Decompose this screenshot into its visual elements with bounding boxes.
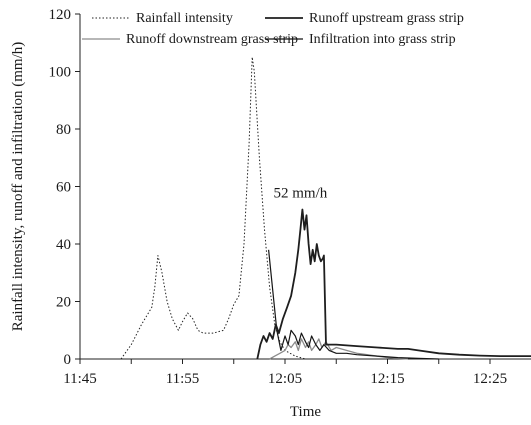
- x-axis-label: Time: [290, 404, 321, 420]
- y-tick-label: 60: [56, 180, 71, 196]
- y-tick-label: 120: [49, 7, 72, 23]
- x-tick-label: 11:45: [63, 371, 97, 387]
- y-tick-label: 40: [56, 237, 71, 253]
- series-line-rainfall: [120, 56, 306, 360]
- series-layer: [120, 56, 531, 360]
- x-tick-label: 12:05: [268, 371, 302, 387]
- legend-label-downstream: Runoff downstream grass strip: [126, 32, 298, 47]
- y-axis-label: Rainfall intensity, runoff and infiltrat…: [10, 42, 26, 332]
- x-tick-label: 12:15: [370, 371, 404, 387]
- peak-annotation: 52 mm/h: [273, 185, 327, 201]
- y-tick-label: 0: [64, 352, 72, 368]
- legend-label-rainfall: Rainfall intensity: [136, 11, 233, 26]
- legend-label-upstream: Runoff upstream grass strip: [309, 11, 464, 26]
- x-tick-label: 11:55: [166, 371, 200, 387]
- legend-label-infiltration: Infiltration into grass strip: [309, 32, 456, 47]
- series-line-infiltration: [268, 249, 439, 360]
- y-tick-label: 100: [49, 65, 72, 81]
- y-tick-label: 80: [56, 122, 71, 138]
- series-line-upstream: [256, 208, 531, 360]
- x-tick-label: 12:25: [473, 371, 507, 387]
- y-tick-label: 20: [56, 295, 71, 311]
- axes-layer: 0 20 40 60 80 100 120 11:45 11:55 12:05 12:15 12:25: [49, 7, 531, 387]
- legend: Rainfall intensity Runoff upstream grass …: [82, 11, 464, 47]
